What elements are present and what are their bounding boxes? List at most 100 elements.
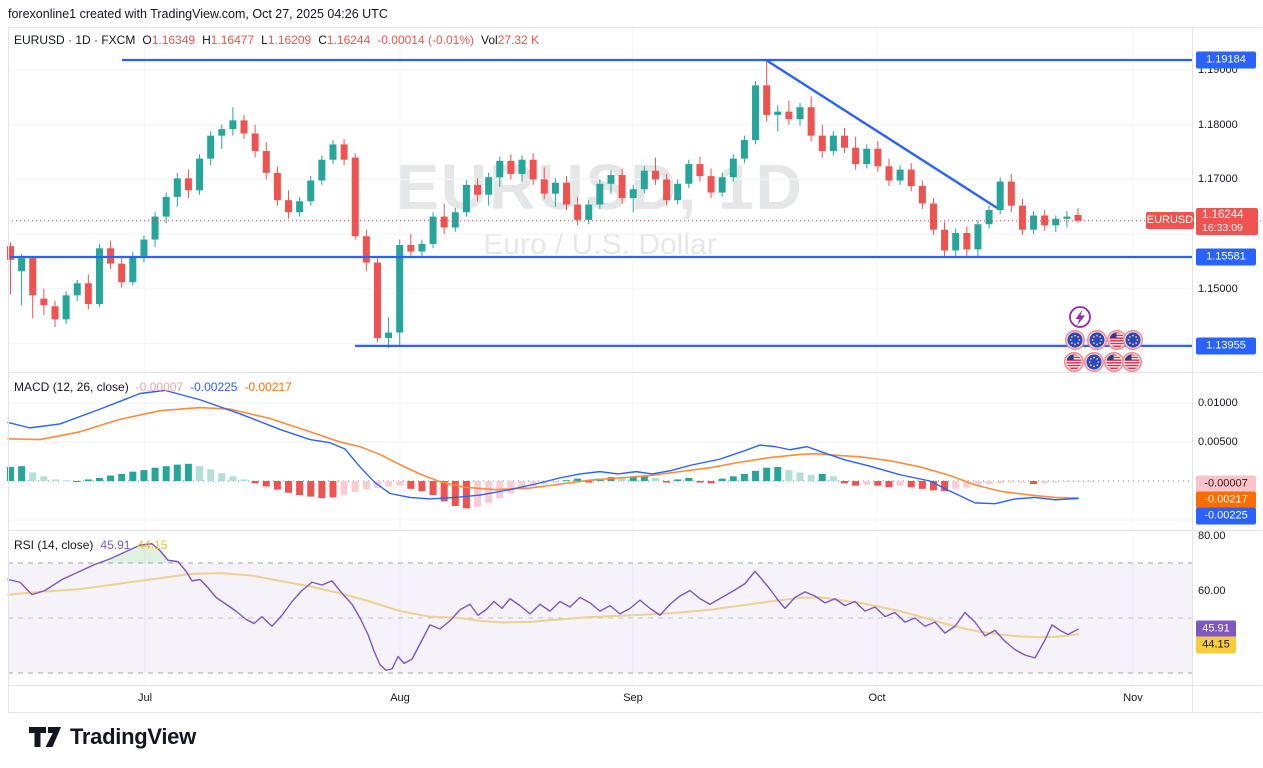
candle-body [351,157,359,237]
macd-histogram-bar [273,481,281,490]
candle-body [29,258,37,296]
macd-histogram-bar [518,481,526,490]
tradingview-logo[interactable]: TradingView [28,722,196,752]
eu-flag-star [1093,365,1095,368]
candle-body [118,263,126,283]
macd-histogram-bar [651,477,659,481]
candle-body [462,184,470,213]
macd-histogram-bar [1063,481,1071,482]
trendline[interactable] [765,58,998,209]
candle-body [974,224,982,250]
macd-histogram-bar [207,469,215,481]
candle-body [229,120,237,130]
macd-histogram-bar [296,481,304,496]
volume-value: 27.32 K [497,33,540,47]
macd-histogram-bar [507,481,515,494]
macd-histogram-bar [863,481,871,485]
ohlc-item: L1.16209 [261,33,312,47]
candle-body [385,332,393,338]
ohlc-values: O1.16349 H1.16477 L1.16209 C1.16244 [135,33,370,47]
macd-histogram-bar [874,481,882,486]
rsi-ma-value-badge: 44.15 [1196,636,1236,654]
macd-histogram-bar [95,477,103,481]
candle-body [651,170,659,180]
macd-histogram-bar [674,479,682,481]
candle-body [841,135,848,148]
macd-histogram-bar [1018,481,1026,483]
macd-pane-legend[interactable]: MACD (12, 26, close) -0.00007 -0.00225 -0.0… [14,380,292,394]
candle-body [474,184,482,195]
macd-histogram-bar [218,473,226,481]
macd-histogram-bar [1074,481,1082,482]
macd-histogram-bar [173,464,181,481]
candle-body [896,169,904,181]
eu-flag-star [1091,339,1094,341]
macd-histogram-bar [140,470,148,481]
macd-histogram-bar [929,481,937,491]
lightning-bolt-glyph [1075,309,1085,326]
eu-flag-star [1135,342,1138,345]
macd-signal-value: -0.00217 [244,380,292,394]
macd-histogram-bar [240,479,248,481]
rsi-axis-label: 80.00 [1198,529,1226,542]
macd-histogram-bar [107,475,115,481]
rsi-title[interactable]: RSI (14, close) [14,538,94,552]
macd-histogram-bar [985,481,993,485]
macd-histogram-bar [118,473,126,481]
eu-flag-star [1093,356,1095,359]
eu-flag-star [1096,357,1099,360]
macd-title[interactable]: MACD (12, 26, close) [14,380,129,394]
candle-body [140,239,148,256]
macd-signal-line [7,406,1079,499]
candle-body [551,182,559,194]
symbol-label-badge: EURUSD [1146,212,1194,229]
macd-histogram-bar [7,466,14,481]
macd-histogram-bar [885,481,893,488]
time-axis-label: Nov [1123,692,1143,704]
macd-histogram-bar [996,481,1004,484]
macd-histogram-bar [663,481,671,483]
candle-body [729,158,737,178]
macd-histogram-bar [907,481,915,488]
macd-histogram-bar [640,476,648,481]
candle-body [696,164,704,177]
time-axis-label: Aug [390,692,410,704]
macd-histogram-bar [774,466,782,481]
macd-histogram-bar [1030,481,1038,485]
rsi-axis-label: 60.00 [1198,584,1226,597]
candle-body [418,243,426,252]
eu-flag-star [1097,361,1100,363]
symbol-title[interactable]: EURUSD · 1D · FXCM [14,33,136,47]
macd-histogram-bar [84,479,92,481]
main-pane-legend[interactable]: EURUSD · 1D · FXCM O1.16349 H1.16477 L1.162… [14,33,539,47]
candle-body [262,150,270,173]
ohlc-item: O1.16349 [142,33,196,47]
macd-histogram-bar [62,480,70,482]
candle-body [829,135,837,151]
macd-histogram-bar [407,481,415,489]
candle-body [162,196,170,217]
candle-body [207,135,215,159]
eu-flag-star [1132,334,1134,337]
candle-body [563,182,570,205]
candle-body [640,170,648,190]
candle-body [440,216,448,228]
macd-histogram-bar [440,481,448,502]
rsi-pane-legend[interactable]: RSI (14, close) 45.91 44.15 [14,538,167,552]
candle-body [240,120,248,134]
macd-histogram-bar [40,476,48,481]
candle-body [618,175,626,198]
candle-body [574,204,582,220]
candle-body [362,236,370,263]
candle-body [963,232,971,250]
eu-flag-star [1089,357,1092,360]
candle-body [1052,218,1060,226]
price-axis-label: 1.18000 [1198,118,1238,131]
macd-line [7,389,1079,505]
rsi-overbought-fill [98,543,180,563]
candle-body [585,204,593,220]
eu-flag-icon [1086,354,1102,370]
candle-body [1018,205,1026,230]
macd-histogram-bar [752,470,760,481]
